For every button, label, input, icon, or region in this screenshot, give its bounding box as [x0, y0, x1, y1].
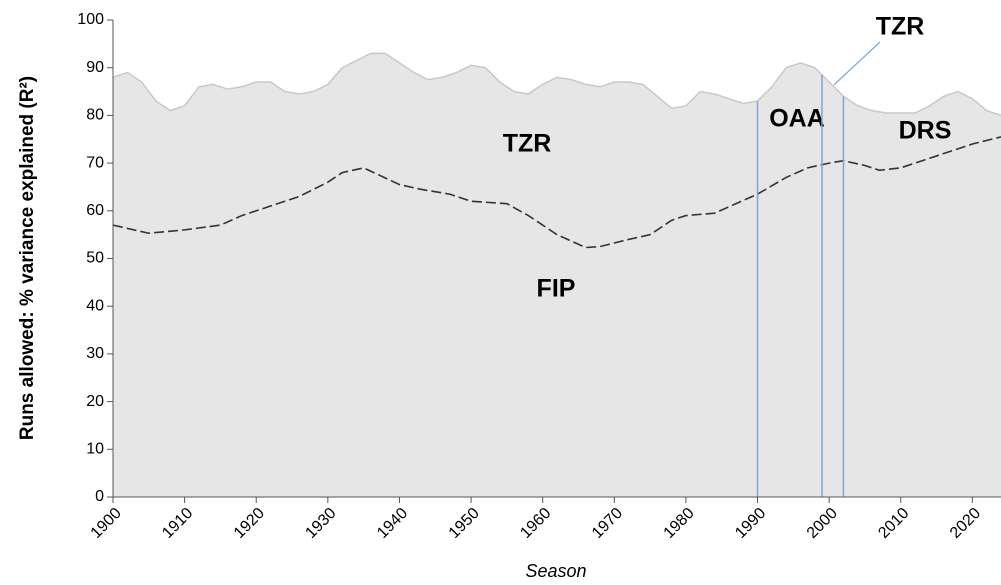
x-tick-label: 1960	[517, 505, 554, 542]
annotation-label: DRS	[899, 117, 952, 145]
area	[113, 53, 1001, 497]
x-tick-label: 1940	[374, 505, 411, 542]
annotation-label: OAA	[769, 105, 825, 133]
series-label: FIP	[537, 275, 576, 303]
x-tick-label: 1980	[661, 505, 698, 542]
x-tick-label: 1990	[732, 505, 769, 542]
y-tick-label: 80	[86, 107, 104, 124]
x-tick-label: 1900	[88, 505, 125, 542]
y-tick-label: 40	[86, 297, 104, 314]
y-tick-label: 70	[86, 154, 104, 171]
y-tick-label: 50	[86, 250, 104, 267]
line	[112, 136, 1001, 249]
y-tick-label: 0	[95, 488, 104, 505]
x-axis-label: Season	[525, 561, 586, 581]
x-tick-label: 1920	[231, 505, 268, 542]
series-label: TZR	[503, 130, 552, 158]
y-tick-label: 30	[86, 345, 104, 362]
x-tick-label: 2020	[947, 505, 984, 542]
y-tick-label: 60	[86, 202, 104, 219]
area-edge	[112, 52, 1001, 117]
y-tick-label: 90	[86, 59, 104, 76]
x-tick-label: 2010	[875, 505, 912, 542]
x-tick-label: 1910	[159, 505, 196, 542]
x-tick-label: 1970	[589, 505, 626, 542]
y-axis-label: Runs allowed: % variance explained (R²)	[17, 76, 38, 440]
x-tick-label: 2000	[804, 505, 841, 542]
x-tick-label: 1950	[446, 505, 483, 542]
callout-line	[833, 41, 881, 86]
annotation-label: TZR	[876, 13, 925, 41]
x-tick-label: 1930	[302, 505, 339, 542]
y-tick-label: 20	[86, 393, 104, 410]
y-tick-label: 100	[77, 11, 104, 28]
y-tick-label: 10	[86, 441, 104, 458]
